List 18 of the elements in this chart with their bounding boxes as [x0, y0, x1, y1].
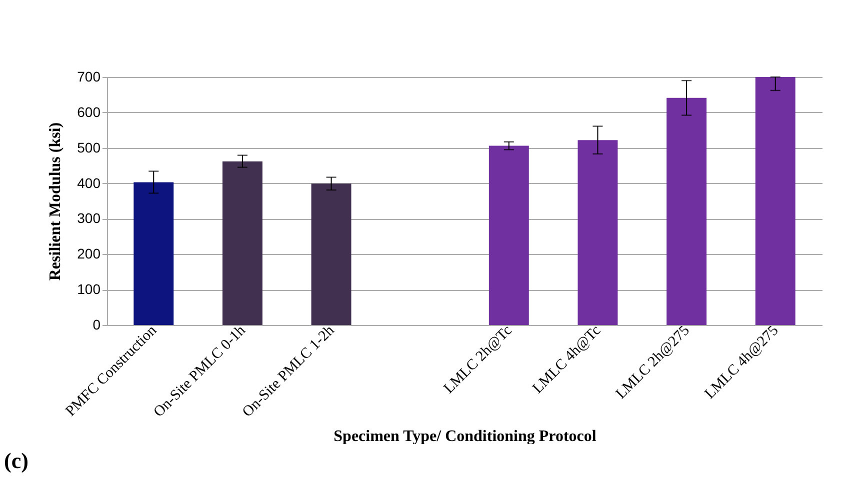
bar: [578, 140, 618, 325]
y-tick-label: 300: [77, 210, 101, 226]
y-tick-label: 0: [92, 316, 101, 332]
x-axis-title: Specimen Type/ Conditioning Protocol: [334, 428, 597, 445]
y-tick-label: 400: [77, 174, 101, 191]
bar: [666, 98, 707, 325]
y-tick-label: 100: [77, 281, 101, 298]
y-axis-title: Resilient Modulus (ksi): [47, 122, 64, 281]
y-tick-label: 600: [77, 104, 101, 120]
y-tick-label: 500: [77, 139, 101, 156]
bar: [755, 77, 796, 325]
bar: [488, 146, 529, 325]
bar: [134, 182, 174, 325]
text: (c): [4, 448, 28, 474]
bar: [222, 161, 262, 325]
bar: [311, 184, 352, 325]
y-tick-label: 700: [77, 68, 101, 84]
y-tick-label: 200: [77, 246, 101, 262]
